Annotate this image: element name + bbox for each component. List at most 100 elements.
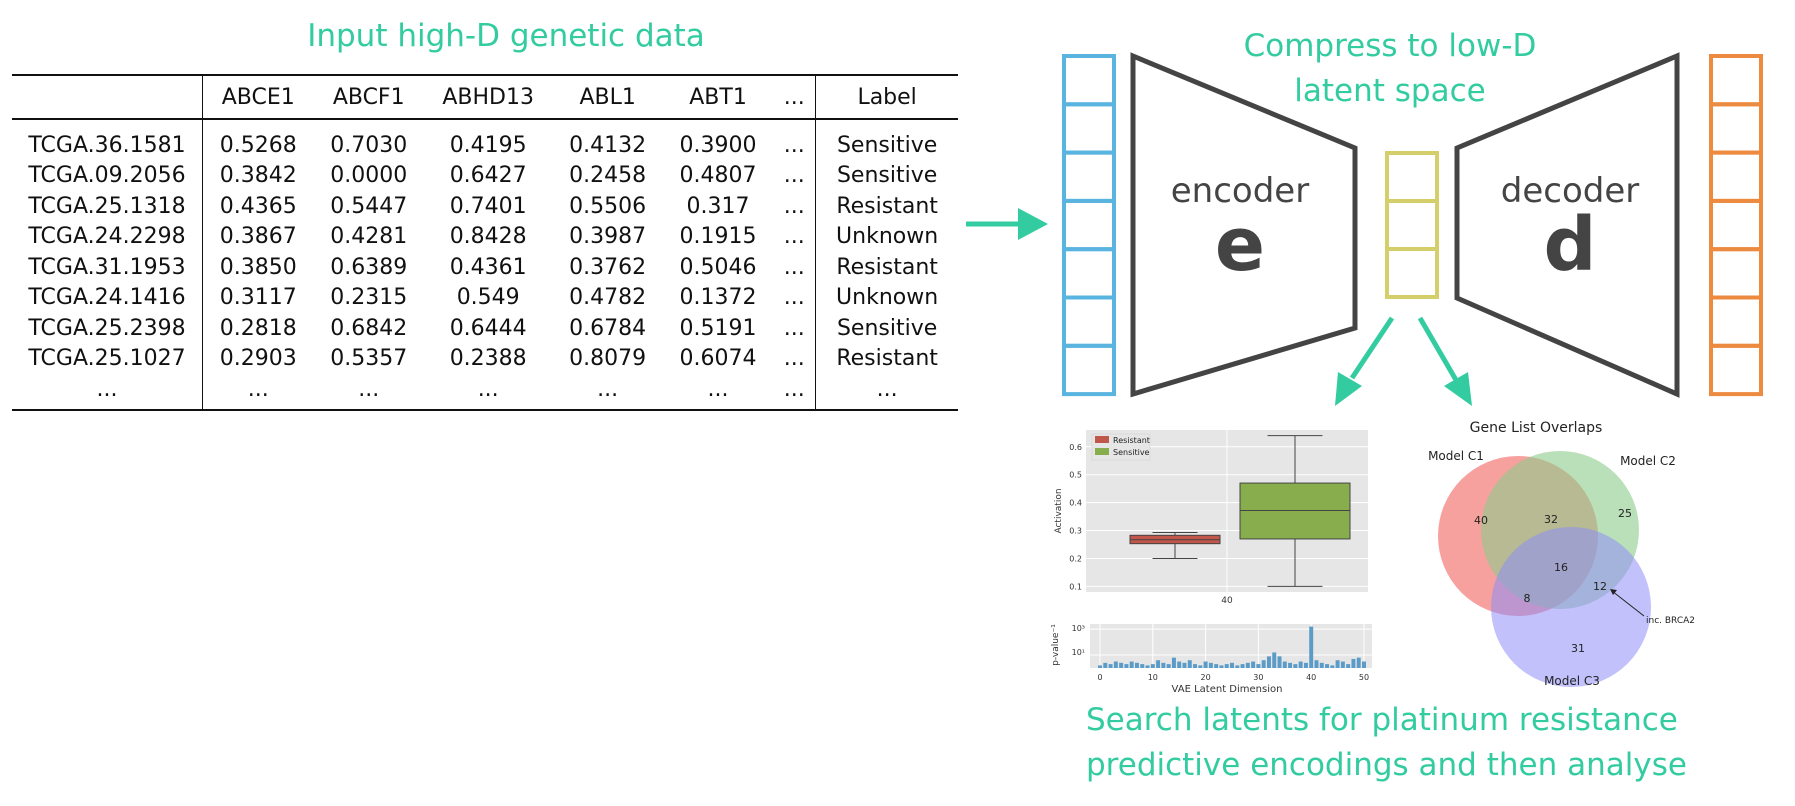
table-cell: 0.1372 — [679, 285, 757, 311]
table-cell: 0.549 — [456, 285, 520, 311]
pbar-bar — [1288, 662, 1293, 668]
table-cell: ... — [773, 160, 817, 191]
pbar-bar — [1140, 664, 1145, 668]
venn-label-c2: Model C2 — [1620, 454, 1676, 468]
row-id: ... — [12, 374, 203, 411]
table-cell: ... — [313, 374, 424, 411]
row-label: Resistant — [836, 254, 938, 280]
table-cell: ... — [773, 313, 817, 344]
latent-to-boxplot-arrow — [1335, 316, 1395, 406]
table-row: TCGA.31.1953 0.3850 0.6389 0.4361 0.3762… — [12, 252, 958, 283]
latent-to-venn-arrow — [1417, 316, 1472, 406]
input-layer-cell — [1062, 54, 1116, 107]
table-cell: ... — [662, 374, 774, 411]
table-cell: 0.4361 — [449, 254, 527, 280]
table-cell: 0.5357 — [330, 346, 408, 372]
boxplot-y-tick: 0.2 — [1069, 554, 1082, 563]
table-cell: 0.0000 — [330, 163, 408, 189]
boxplot-y-tick: 0.1 — [1069, 582, 1082, 591]
pbar-bar — [1335, 660, 1340, 668]
table-cell: 0.2458 — [569, 163, 647, 189]
pbar-bar — [1240, 664, 1245, 668]
pbar-x-tick: 20 — [1201, 673, 1211, 682]
table-cell: 0.2315 — [330, 285, 408, 311]
pbar-bar — [1230, 662, 1234, 668]
encoder-block — [1130, 52, 1358, 398]
table-cell: 0.4281 — [330, 224, 408, 250]
output-layer-cell — [1709, 343, 1763, 397]
pbar-bar — [1356, 657, 1361, 668]
table-row: TCGA.25.1027 0.2903 0.5357 0.2388 0.8079… — [12, 343, 958, 374]
boxplot-y-tick: 0.5 — [1069, 471, 1082, 480]
table-cell: 0.4195 — [449, 132, 527, 158]
pbar-bar — [1113, 661, 1118, 668]
header-cell: ABCF1 — [313, 74, 424, 120]
pbar-bars — [1098, 626, 1366, 668]
boxplot-y-label: Activation — [1054, 488, 1064, 533]
row-label: Resistant — [836, 346, 938, 372]
row-id: TCGA.36.1581 — [12, 119, 203, 161]
latent-layer-cell — [1385, 199, 1439, 251]
table-cell: 0.3117 — [219, 285, 297, 311]
input-layer-cell — [1062, 150, 1116, 203]
boxplot-y-ticks: 0.1 0.2 0.3 0.4 0.5 0.6 — [1069, 443, 1082, 592]
pbar-gridlines — [1090, 624, 1372, 668]
pbar-bar — [1208, 662, 1213, 668]
venn-label-c1: Model C1 — [1428, 449, 1484, 463]
row-label: Resistant — [836, 193, 938, 219]
row-id: TCGA.24.1416 — [12, 282, 203, 313]
pbar-bar — [1293, 664, 1298, 668]
table-cell: 0.3850 — [219, 254, 297, 280]
venn-region-c1-only: 40 — [1474, 514, 1488, 527]
output-layer-cell — [1709, 198, 1763, 252]
pbar-bar — [1314, 660, 1319, 668]
compress-heading-line1: Compress to low-D — [1243, 28, 1537, 64]
pbar-bar — [1098, 665, 1102, 668]
table-cell: 0.6842 — [330, 315, 408, 341]
pbar-bar — [1124, 664, 1129, 668]
table-cell: 0.1915 — [679, 224, 757, 250]
pbar-bar — [1346, 664, 1351, 668]
table-cell: 0.317 — [686, 193, 750, 219]
pbar-y-tick-top: 10³ — [1072, 624, 1085, 633]
pbar-bar — [1166, 664, 1171, 668]
table-row: TCGA.25.2398 0.2818 0.6842 0.6444 0.6784… — [12, 313, 958, 344]
table-cell: ... — [773, 119, 817, 161]
header-cell: ABT1 — [662, 74, 774, 120]
boxplot-y-tick: 0.3 — [1069, 527, 1082, 536]
pbar-bar — [1266, 656, 1271, 668]
legend-swatch-resistant — [1095, 436, 1109, 443]
pbar-bar — [1198, 665, 1203, 668]
input-layer-cell — [1062, 343, 1116, 397]
search-heading-line1: Search latents for platinum resistance — [1086, 702, 1678, 738]
table-row: TCGA.24.1416 0.3117 0.2315 0.549 0.4782 … — [12, 282, 958, 313]
compress-heading-line2: latent space — [1294, 73, 1486, 109]
row-id: TCGA.25.1027 — [12, 343, 203, 374]
compress-heading: Compress to low-D latent space — [1200, 24, 1580, 114]
pbar-bar — [1145, 665, 1150, 668]
output-layer-column — [1709, 54, 1763, 397]
boxplot-y-tick: 0.4 — [1069, 499, 1082, 508]
table-cell: 0.6074 — [679, 346, 757, 372]
header-cell-sample — [12, 74, 203, 120]
table-cell: 0.2903 — [219, 346, 297, 372]
gene-list-venn: Gene List Overlaps Model C1 Model C2 Mod… — [1428, 420, 1695, 688]
pbar-bar — [1224, 664, 1229, 668]
latent-layer-cell — [1385, 247, 1439, 299]
pbar-bar — [1129, 661, 1134, 668]
row-label: Sensitive — [836, 163, 938, 189]
pbar-bar — [1193, 664, 1198, 668]
row-label: Sensitive — [836, 132, 938, 158]
venn-label-c3: Model C3 — [1544, 674, 1600, 688]
table-cell: 0.5191 — [679, 315, 757, 341]
table-cell: 0.6427 — [449, 163, 527, 189]
table-cell: 0.6784 — [569, 315, 647, 341]
pbar-bar — [1309, 626, 1314, 668]
pbar-plot-area — [1090, 624, 1372, 668]
output-layer-cell — [1709, 150, 1763, 203]
pbar-bar — [1298, 661, 1303, 668]
boxplot-y-tick: 0.6 — [1069, 443, 1082, 452]
row-label: Unknown — [836, 285, 939, 311]
table-cell: 0.6389 — [330, 254, 408, 280]
